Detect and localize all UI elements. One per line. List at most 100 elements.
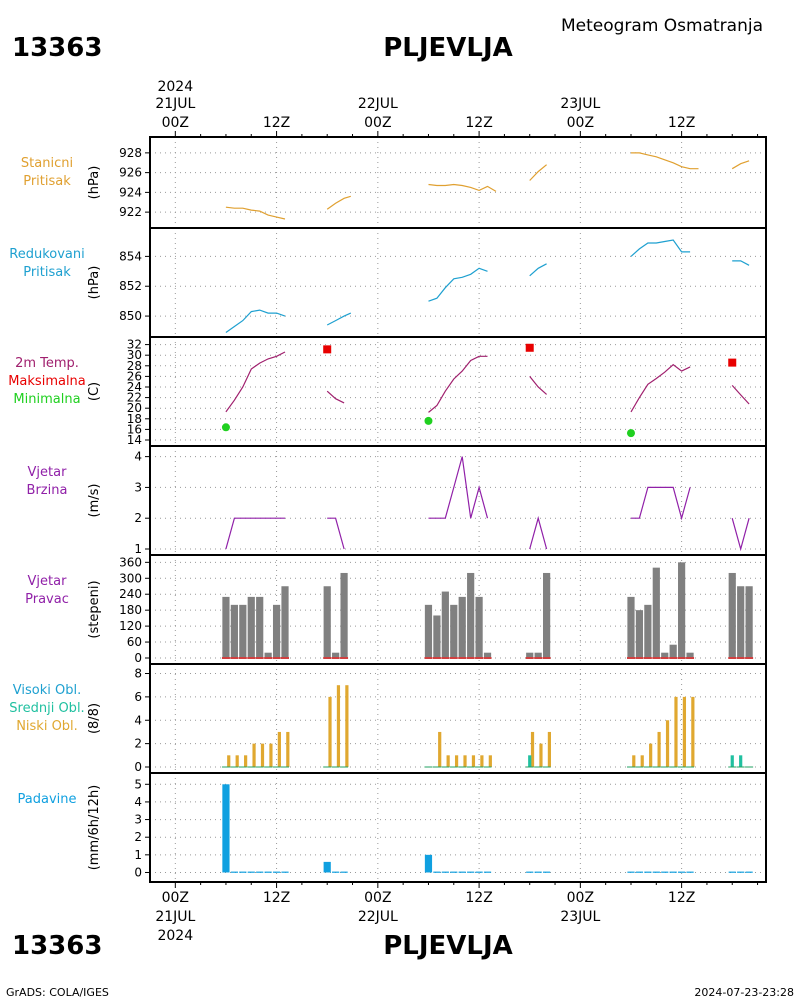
top-time-label: 21JUL	[155, 96, 195, 112]
bottom-time-label: 00Z	[162, 890, 189, 906]
wind-dir-bar	[635, 610, 644, 658]
panel-label: Maksimalna	[8, 374, 86, 389]
precip-bar	[644, 871, 652, 873]
cloud-bar-low	[480, 755, 484, 767]
precip-bar	[264, 871, 272, 873]
cloud-bar-low	[244, 755, 248, 767]
panels: 922924926928(hPa)StanicniPritisak8508528…	[8, 136, 767, 883]
cloud-bar-low	[446, 755, 450, 767]
wind-dir-bar	[222, 596, 230, 658]
precip-bar	[247, 871, 255, 873]
cloud-bar-low	[345, 685, 349, 767]
series-line	[225, 309, 286, 333]
y-tick-label: 2	[134, 511, 142, 525]
cloud-bar-low	[682, 696, 687, 767]
wind-dir-bar	[450, 604, 458, 658]
y-tick-label: 8	[134, 667, 142, 681]
cloud-bar-mid	[730, 755, 734, 767]
precip-bar	[678, 871, 686, 873]
bottom-time-label: 22JUL	[358, 909, 398, 925]
y-tick-label: 60	[127, 635, 142, 649]
precip-bar	[433, 871, 441, 873]
panel-label: Minimalna	[13, 392, 80, 407]
y-tick-label: 4	[134, 795, 142, 809]
panel-label: Vjetar	[28, 465, 68, 480]
panel-label: Pravac	[25, 592, 69, 607]
wind-dir-bar	[475, 596, 483, 658]
wind-dir-bar	[526, 652, 534, 658]
series-line	[631, 486, 691, 521]
bottom-time-label: 23JUL	[560, 909, 600, 925]
precip-bar	[661, 871, 669, 873]
wind-dir-bar	[728, 572, 736, 658]
y-tick-label: 926	[119, 166, 142, 180]
wind-dir-bar	[644, 604, 652, 658]
cloud-bar-low	[252, 743, 256, 767]
top-time-label: 12Z	[465, 115, 492, 131]
cloud-bar-low	[488, 755, 492, 767]
y-tick-label: 24	[127, 380, 142, 394]
wind-dir-bar	[534, 652, 542, 658]
wind-dir-bar	[467, 572, 475, 658]
precip-bar	[652, 871, 660, 873]
bottom-time-label: 00Z	[567, 890, 594, 906]
y-tick-label: 120	[119, 619, 142, 633]
panel-label: Srednji Obl.	[9, 701, 84, 716]
y-axis-label: (8/8)	[87, 703, 102, 734]
precip-bar	[475, 871, 483, 873]
bottom-year-label: 2024	[157, 928, 193, 944]
series-line	[326, 312, 352, 326]
precip-bar	[467, 871, 475, 873]
cloud-bar-low	[277, 731, 281, 767]
series-line	[428, 267, 488, 302]
y-tick-label: 852	[119, 279, 142, 293]
wind-dir-bar	[340, 572, 348, 658]
y-axis-label: (mm/6h/12h)	[87, 785, 102, 871]
bottom-time-label: 12Z	[465, 890, 492, 906]
y-tick-label: 2	[134, 830, 142, 844]
precip-bar	[424, 854, 433, 873]
cloud-bar-low	[691, 696, 695, 767]
wind-dir-bar	[737, 586, 745, 658]
panel-label: Padavine	[18, 792, 77, 807]
tmax-marker	[728, 358, 737, 367]
y-tick-label: 924	[119, 185, 142, 199]
panel-label: Vjetar	[28, 574, 68, 589]
precip-bar	[737, 871, 745, 873]
series-line	[327, 517, 345, 550]
wind-dir-bar	[669, 644, 677, 658]
panel-label: Niski Obl.	[16, 719, 78, 734]
y-axis-label: (m/s)	[87, 484, 102, 518]
cloud-bar-low	[463, 755, 467, 767]
y-tick-label: 6	[134, 690, 142, 704]
footer-station-id: 13363	[12, 931, 102, 961]
time-axis: 2024202421JUL00Z00Z21JUL12Z12Z22JUL00Z00…	[155, 79, 759, 944]
cloud-bar-low	[665, 720, 670, 767]
precip-bar	[686, 871, 694, 873]
cloud-bar-mid	[528, 755, 532, 767]
series-line	[529, 263, 547, 277]
tmax-marker	[323, 345, 332, 354]
precip-bar	[458, 871, 466, 873]
series-line	[731, 384, 750, 405]
panel-label: Brzina	[27, 483, 68, 498]
top-time-label: 00Z	[364, 115, 391, 131]
y-tick-label: 30	[127, 348, 142, 362]
y-tick-label: 26	[127, 369, 142, 383]
tmin-marker	[626, 429, 635, 438]
precip-bar	[627, 871, 635, 873]
series-line	[631, 152, 699, 170]
cloud-bar-mid	[739, 755, 743, 767]
y-tick-label: 0	[134, 651, 142, 665]
y-tick-label: 14	[127, 433, 142, 447]
precip-bar	[669, 871, 677, 873]
wind-dir-bar	[652, 567, 660, 658]
top-time-label: 12Z	[668, 115, 695, 131]
panel-wind-speed: 1 2 3 4 (m/s) Vjetar Brzina	[27, 446, 766, 556]
top-time-label: 23JUL	[560, 96, 600, 112]
cloud-bar-low	[632, 755, 636, 767]
wind-dir-bar	[483, 652, 492, 658]
top-time-label: 00Z	[162, 115, 189, 131]
